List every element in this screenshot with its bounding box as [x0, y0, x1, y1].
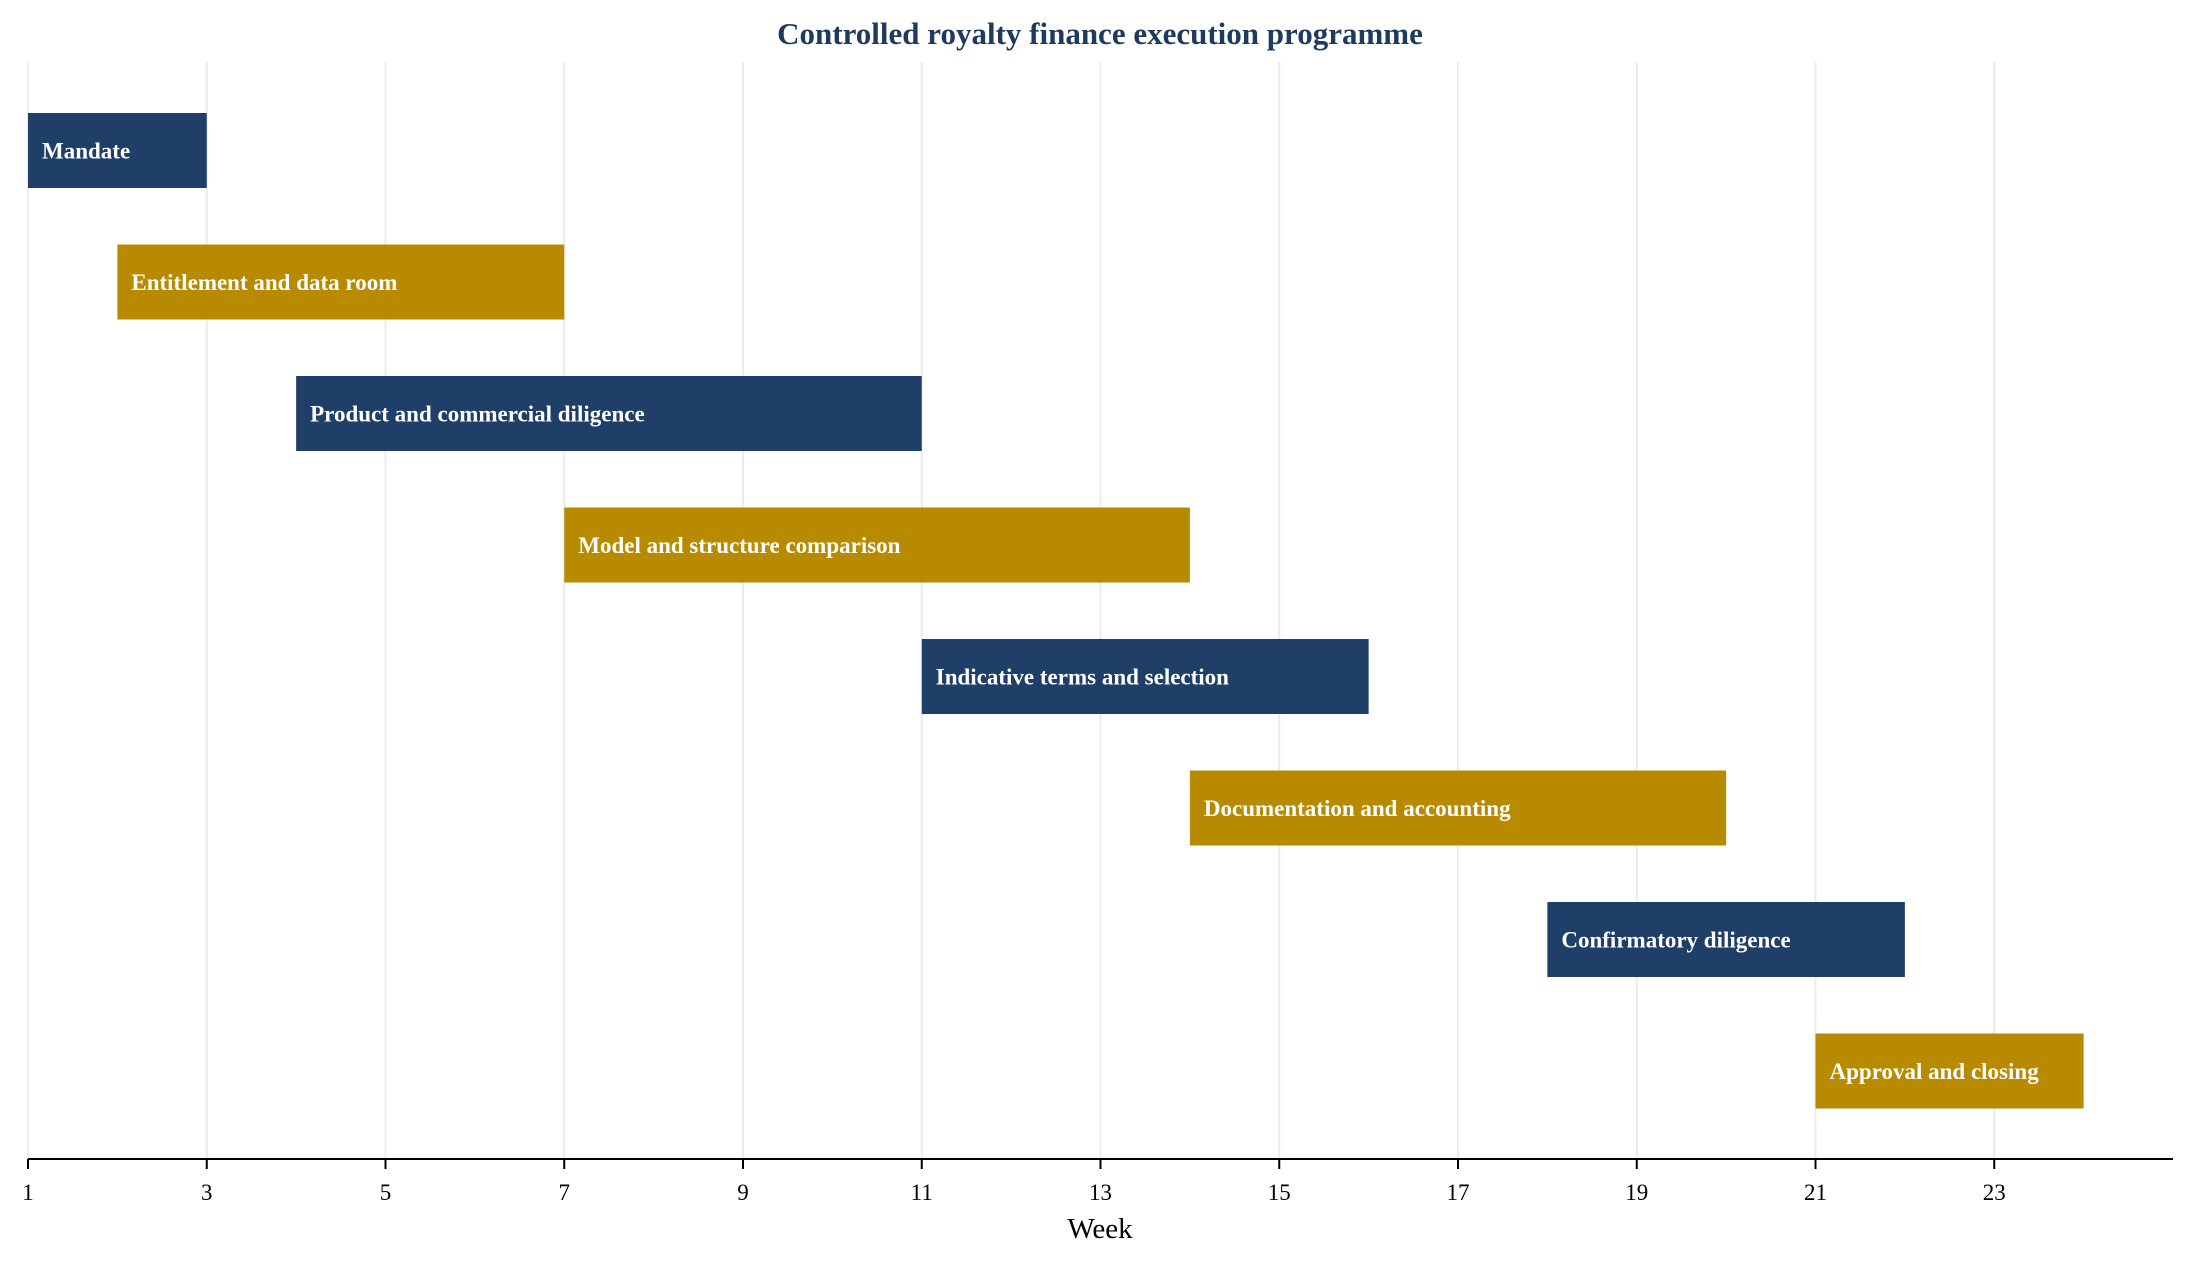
- x-tick-label: 13: [1089, 1180, 1112, 1205]
- x-tick-label: 23: [1983, 1180, 2006, 1205]
- task-bar-label: Mandate: [42, 139, 130, 164]
- x-tick-label: 11: [911, 1180, 933, 1205]
- task-bar-label: Model and structure comparison: [578, 533, 900, 558]
- task-bar: [564, 507, 1190, 583]
- task-bar: [28, 113, 207, 188]
- gridlines: [27, 62, 1996, 1159]
- chart-title: Controlled royalty finance execution pro…: [777, 16, 1423, 51]
- task-bars: Mandate Entitlement and data room Product …: [28, 113, 2084, 1109]
- task-bar-label: Entitlement and data room: [131, 270, 397, 295]
- x-tick-label: 1: [22, 1180, 34, 1205]
- task-bar-label: Confirmatory diligence: [1561, 928, 1790, 953]
- task-bar: [1547, 902, 1905, 977]
- x-tick-label: 15: [1268, 1180, 1291, 1205]
- x-tick-label: 19: [1625, 1180, 1648, 1205]
- x-tick-label: 7: [559, 1180, 571, 1205]
- task-bar-label: Product and commercial diligence: [310, 402, 645, 427]
- task-bar-label: Indicative terms and selection: [936, 665, 1229, 690]
- x-axis: 1 3 5 7 9 11 13 15 17 19 21 23: [22, 1158, 2173, 1205]
- task-bar: [921, 639, 1369, 714]
- x-tick-label: 5: [380, 1180, 392, 1205]
- x-tick-label: 17: [1447, 1180, 1470, 1205]
- x-tick-label: 3: [201, 1180, 213, 1205]
- task-bar: [296, 376, 922, 451]
- x-tick-label: 9: [737, 1180, 749, 1205]
- task-bar: [117, 244, 565, 320]
- task-bar: [1815, 1033, 2084, 1109]
- task-bar-label: Documentation and accounting: [1204, 796, 1511, 821]
- x-axis-title: Week: [1067, 1213, 1133, 1245]
- task-bar-label: Approval and closing: [1830, 1059, 2040, 1084]
- x-tick-label: 21: [1804, 1180, 1827, 1205]
- task-bar: [1189, 770, 1727, 846]
